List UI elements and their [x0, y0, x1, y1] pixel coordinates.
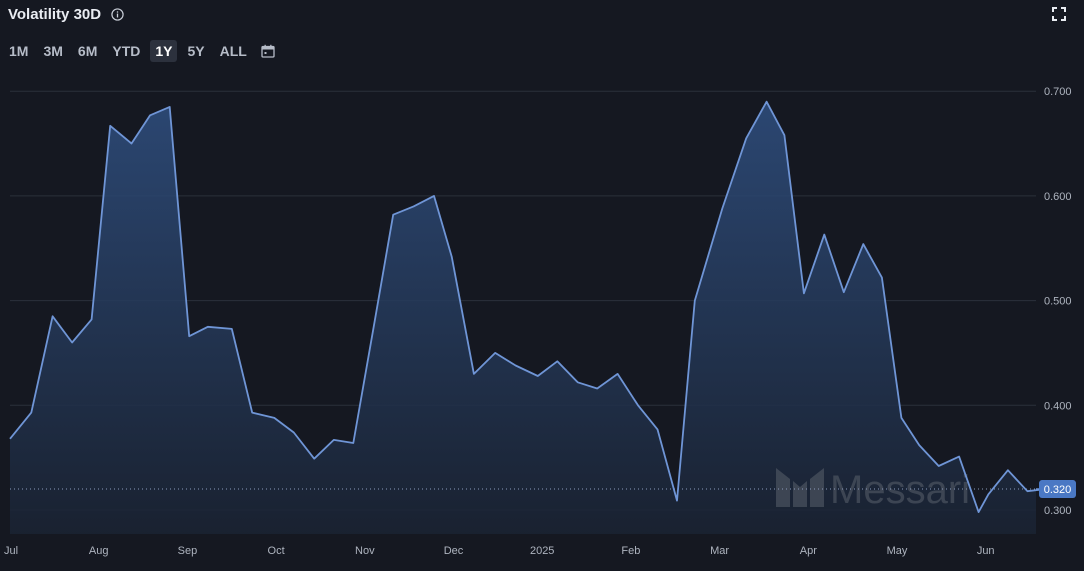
- data-point: [536, 375, 539, 378]
- x-tick-label: Dec: [444, 545, 464, 557]
- y-tick-label: 0.400: [1044, 400, 1072, 412]
- data-point: [372, 325, 375, 328]
- data-point: [313, 457, 316, 460]
- data-point: [433, 194, 436, 197]
- data-point: [862, 243, 865, 246]
- x-tick-label: Aug: [89, 545, 109, 557]
- data-point: [392, 213, 395, 216]
- y-tick-label: 0.500: [1044, 296, 1072, 308]
- chart-title: Volatility 30D: [8, 6, 102, 23]
- data-point: [188, 335, 191, 338]
- data-point: [783, 134, 786, 137]
- last-value-label: 0.320: [1044, 484, 1072, 496]
- x-tick-label: May: [887, 545, 908, 557]
- info-icon[interactable]: [111, 8, 124, 21]
- data-point: [352, 442, 355, 445]
- data-point: [90, 318, 93, 321]
- data-point: [616, 372, 619, 375]
- data-point: [450, 255, 453, 258]
- x-tick-label: 2025: [530, 545, 554, 557]
- data-point: [292, 431, 295, 434]
- x-tick-label: Mar: [710, 545, 729, 557]
- watermark-text: Messari: [830, 468, 970, 512]
- data-point: [765, 100, 768, 103]
- data-point: [51, 315, 54, 318]
- data-point: [1026, 490, 1029, 493]
- range-selector: 1M 3M 6M YTD 1Y 5Y ALL: [4, 40, 275, 62]
- data-point: [900, 416, 903, 419]
- x-tick-label: Jul: [4, 545, 18, 557]
- data-point: [802, 292, 805, 295]
- range-3m-button[interactable]: 3M: [43, 43, 63, 59]
- x-tick-label: Apr: [800, 545, 817, 557]
- data-point: [332, 438, 335, 441]
- data-point: [637, 404, 640, 407]
- data-point: [693, 299, 696, 302]
- data-point: [576, 381, 579, 384]
- data-point: [656, 428, 659, 431]
- data-point: [977, 511, 980, 514]
- expand-icon[interactable]: [1052, 7, 1066, 21]
- data-point: [412, 205, 415, 208]
- data-point: [130, 142, 133, 145]
- data-point: [745, 137, 748, 140]
- data-point: [721, 207, 724, 210]
- data-point: [149, 114, 152, 117]
- x-tick-label: Jun: [977, 545, 995, 557]
- data-point: [842, 291, 845, 294]
- data-point: [71, 341, 74, 344]
- data-point: [494, 351, 497, 354]
- y-tick-label: 0.600: [1044, 191, 1072, 203]
- data-point: [30, 411, 33, 414]
- data-point: [273, 416, 276, 419]
- data-point: [168, 105, 171, 108]
- messari-logo-icon: [776, 468, 824, 507]
- data-point: [230, 327, 233, 330]
- data-point: [918, 444, 921, 447]
- calendar-icon[interactable]: [261, 44, 275, 58]
- data-point: [596, 387, 599, 390]
- data-point: [556, 360, 559, 363]
- last-value-badge: 0.320: [1039, 480, 1076, 499]
- range-6m-button[interactable]: 6M: [77, 43, 98, 59]
- x-tick-label: Feb: [621, 545, 640, 557]
- data-point: [1006, 469, 1009, 472]
- data-point: [958, 455, 961, 458]
- x-tick-label: Oct: [268, 545, 285, 557]
- range-1m-button[interactable]: 1M: [9, 43, 29, 59]
- y-tick-label: 0.700: [1044, 86, 1072, 98]
- data-point: [880, 276, 883, 279]
- range-ytd-button[interactable]: YTD: [112, 43, 141, 59]
- data-point: [9, 437, 12, 440]
- data-point: [206, 325, 209, 328]
- data-point: [514, 364, 517, 367]
- data-point: [823, 233, 826, 236]
- messari-watermark: Messari: [776, 468, 970, 512]
- x-tick-label: Nov: [355, 545, 375, 557]
- range-5y-button[interactable]: 5Y: [187, 43, 205, 59]
- series-area: [10, 101, 1046, 534]
- y-tick-label: 0.300: [1044, 505, 1072, 517]
- range-1y-button[interactable]: 1Y: [150, 40, 178, 62]
- series-line: [9, 100, 1046, 513]
- chart-header: Volatility 30D: [8, 6, 124, 23]
- data-point: [251, 411, 254, 414]
- data-point: [472, 372, 475, 375]
- data-point: [987, 493, 990, 496]
- data-point: [109, 124, 112, 127]
- x-tick-label: Sep: [178, 545, 198, 557]
- range-all-button[interactable]: ALL: [219, 43, 247, 59]
- data-point: [937, 465, 940, 468]
- data-point: [676, 499, 679, 502]
